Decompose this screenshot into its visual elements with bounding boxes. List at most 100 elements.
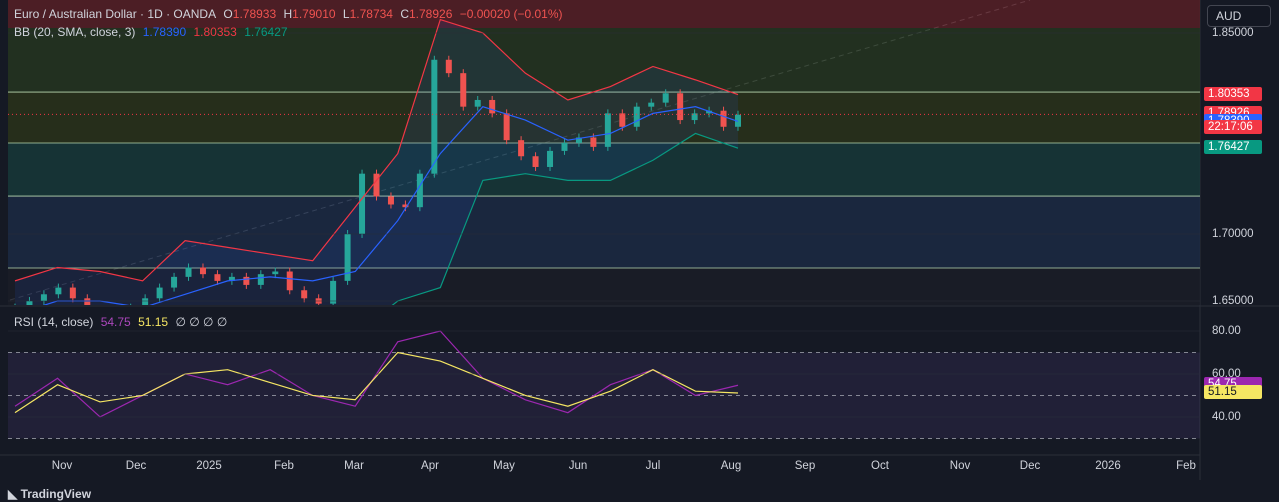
pane — [8, 330, 1200, 439]
brand: ◣ TradingView — [8, 487, 92, 501]
candle-body — [633, 106, 640, 127]
candle-body — [547, 150, 554, 167]
currency-button[interactable]: AUD — [1207, 5, 1271, 27]
candle-body — [142, 298, 149, 305]
level-band — [8, 0, 1200, 29]
x-tick-label: Dec — [1020, 460, 1041, 472]
candle-body — [301, 290, 308, 299]
candle-body — [474, 99, 481, 107]
candle-body — [84, 298, 91, 305]
pane — [8, 0, 1200, 315]
x-tick-label: Nov — [950, 460, 971, 472]
candle-body — [648, 102, 655, 107]
value: 54.75 — [100, 315, 131, 329]
candle-body — [330, 280, 337, 304]
candle-body — [359, 173, 366, 234]
candle-body — [561, 142, 568, 151]
x-tick-label: Nov — [52, 460, 73, 472]
x-tick-label: Feb — [274, 460, 294, 472]
level-band — [8, 28, 1200, 93]
candle-body — [128, 308, 134, 315]
value: 1.80353 — [193, 25, 237, 39]
series-line — [14, 18, 739, 282]
y-tick-label: 1.85000 — [1212, 27, 1254, 39]
x-tick-label: Aug — [721, 460, 741, 472]
candle-body — [228, 276, 235, 281]
candle-body — [532, 156, 539, 167]
candle-body — [373, 173, 380, 197]
candle-body — [662, 93, 669, 103]
candle-body — [489, 99, 496, 114]
value: 1.79010 — [292, 7, 336, 21]
brand-name: TradingView — [20, 487, 92, 501]
x-tick-label: 2025 — [196, 460, 222, 472]
rsi-legend: RSI (14, close) 54.75 51.15 ∅ ∅ ∅ ∅ — [14, 315, 231, 329]
price-tag: 51.15 — [1204, 384, 1262, 399]
candle-body — [243, 276, 250, 285]
candle-body — [445, 59, 452, 74]
candle-body — [199, 267, 206, 275]
label: RSI (14, close) — [14, 315, 94, 329]
candle-body — [460, 73, 467, 107]
series-line — [14, 351, 739, 414]
candle-body — [286, 271, 293, 291]
y-tick-label: 80.00 — [1212, 325, 1241, 337]
candle-body — [185, 267, 192, 277]
candle-body — [706, 110, 713, 114]
candle-body — [518, 140, 525, 157]
candle-body — [26, 300, 33, 305]
value: 1.78734 — [349, 7, 393, 21]
value: 1.78390 — [142, 25, 187, 39]
countdown: 22:17:06 — [1204, 120, 1262, 135]
candle-body — [735, 114, 741, 127]
x-tick-label: Sep — [795, 460, 815, 472]
y-tick-label: 60.00 — [1212, 368, 1241, 380]
candle-body — [12, 308, 18, 309]
candle-body — [677, 93, 684, 121]
bb-fill — [15, 19, 738, 305]
symbol-legend: Euro / Australian Dollar · 1D · OANDA O1… — [14, 7, 566, 21]
level-band — [8, 196, 1200, 269]
candle-body — [503, 113, 510, 141]
candle-body — [257, 274, 264, 285]
candle-body — [69, 287, 76, 299]
candle-body — [402, 204, 409, 208]
x-tick-label: Oct — [871, 460, 890, 472]
value: 51.15 — [138, 315, 169, 329]
y-tick-label: 1.70000 — [1212, 228, 1254, 240]
candle-body — [575, 137, 582, 143]
series-line — [42, 105, 739, 305]
x-tick-label: Jun — [569, 460, 588, 472]
candle-body — [156, 287, 163, 299]
candle-body — [604, 113, 611, 147]
candle-body — [619, 113, 626, 127]
x-tick-label: Jul — [646, 460, 661, 472]
label: H — [283, 7, 293, 21]
level-band — [8, 142, 1200, 197]
candle-body — [387, 196, 394, 205]
candle-body — [214, 274, 221, 281]
series-line — [391, 132, 739, 305]
candle-body — [416, 173, 423, 208]
change: −0.00020 (−0.01%) — [459, 7, 563, 21]
candle-body — [55, 287, 62, 295]
label: C — [400, 7, 409, 21]
x-tick-label: Dec — [126, 460, 147, 472]
x-tick-label: Apr — [421, 460, 439, 472]
value: 1.78926 — [409, 7, 453, 21]
value: ∅ ∅ ∅ ∅ — [175, 315, 228, 329]
y-tick-label: 1.65000 — [1212, 295, 1254, 307]
x-tick-label: Feb — [1176, 460, 1196, 472]
x-tick-label: May — [493, 460, 515, 472]
candle-body — [40, 294, 47, 301]
y-tick-label: 40.00 — [1212, 411, 1241, 423]
value: 1.78933 — [232, 7, 277, 21]
label: O — [223, 7, 233, 21]
candle-body — [691, 113, 698, 121]
x-tick-label: 2026 — [1095, 460, 1121, 472]
candle-body — [344, 233, 351, 281]
price-tag: 1.76427 — [1204, 139, 1262, 154]
label: L — [342, 7, 350, 21]
